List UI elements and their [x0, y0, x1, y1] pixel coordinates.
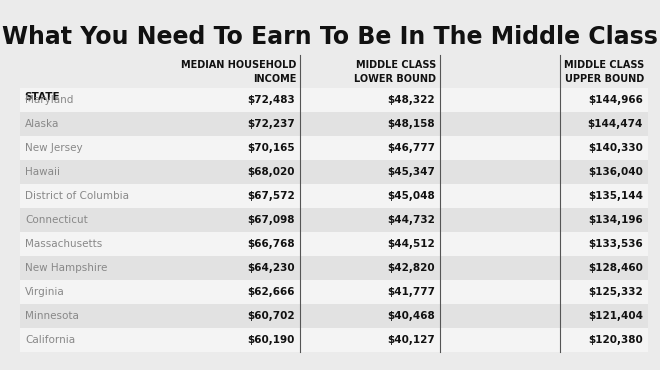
Text: $62,666: $62,666: [248, 287, 295, 297]
Bar: [20, 328, 648, 352]
Text: $41,777: $41,777: [387, 287, 435, 297]
Text: $48,322: $48,322: [387, 95, 435, 105]
Text: MEDIAN HOUSEHOLD: MEDIAN HOUSEHOLD: [181, 60, 296, 70]
Text: MIDDLE CLASS: MIDDLE CLASS: [564, 60, 644, 70]
Text: California: California: [25, 335, 75, 345]
Text: $70,165: $70,165: [248, 143, 295, 153]
Text: $128,460: $128,460: [588, 263, 643, 273]
Text: $45,048: $45,048: [387, 191, 435, 201]
Bar: [20, 280, 648, 304]
Text: Massachusetts: Massachusetts: [25, 239, 102, 249]
Text: $144,474: $144,474: [587, 119, 643, 129]
Text: $136,040: $136,040: [588, 167, 643, 177]
Bar: [20, 232, 648, 256]
Text: $42,820: $42,820: [387, 263, 435, 273]
Bar: [20, 256, 648, 280]
Text: $133,536: $133,536: [588, 239, 643, 249]
Text: Connecticut: Connecticut: [25, 215, 88, 225]
Text: $48,158: $48,158: [387, 119, 435, 129]
Bar: [20, 136, 648, 160]
Text: LOWER BOUND: LOWER BOUND: [354, 74, 436, 84]
Text: $67,098: $67,098: [248, 215, 295, 225]
Text: $46,777: $46,777: [387, 143, 435, 153]
Bar: [20, 304, 648, 328]
Bar: [20, 112, 648, 136]
Text: What You Need To Earn To Be In The Middle Class: What You Need To Earn To Be In The Middl…: [2, 25, 658, 49]
Text: INCOME: INCOME: [253, 74, 296, 84]
Text: $67,572: $67,572: [248, 191, 295, 201]
Bar: [20, 160, 648, 184]
Text: Maryland: Maryland: [25, 95, 73, 105]
Text: MIDDLE CLASS: MIDDLE CLASS: [356, 60, 436, 70]
Text: $40,468: $40,468: [387, 311, 435, 321]
Text: District of Columbia: District of Columbia: [25, 191, 129, 201]
Text: Alaska: Alaska: [25, 119, 59, 129]
Text: New Hampshire: New Hampshire: [25, 263, 108, 273]
Text: $134,196: $134,196: [588, 215, 643, 225]
Text: New Jersey: New Jersey: [25, 143, 82, 153]
Text: $66,768: $66,768: [248, 239, 295, 249]
Text: $120,380: $120,380: [588, 335, 643, 345]
Text: Virginia: Virginia: [25, 287, 65, 297]
Text: $60,702: $60,702: [248, 311, 295, 321]
Text: $135,144: $135,144: [588, 191, 643, 201]
Text: $60,190: $60,190: [248, 335, 295, 345]
Text: $64,230: $64,230: [248, 263, 295, 273]
Text: $140,330: $140,330: [588, 143, 643, 153]
Text: $72,483: $72,483: [248, 95, 295, 105]
Text: $121,404: $121,404: [588, 311, 643, 321]
Text: STATE: STATE: [24, 92, 59, 102]
Bar: [20, 184, 648, 208]
Text: $144,966: $144,966: [588, 95, 643, 105]
Text: $40,127: $40,127: [387, 335, 435, 345]
Text: $125,332: $125,332: [588, 287, 643, 297]
Text: $45,347: $45,347: [387, 167, 435, 177]
Text: $72,237: $72,237: [248, 119, 295, 129]
Text: UPPER BOUND: UPPER BOUND: [565, 74, 644, 84]
Text: Hawaii: Hawaii: [25, 167, 60, 177]
Text: $44,512: $44,512: [387, 239, 435, 249]
Text: $68,020: $68,020: [248, 167, 295, 177]
Bar: [20, 88, 648, 112]
Bar: [20, 208, 648, 232]
Text: $44,732: $44,732: [387, 215, 435, 225]
Text: Minnesota: Minnesota: [25, 311, 79, 321]
